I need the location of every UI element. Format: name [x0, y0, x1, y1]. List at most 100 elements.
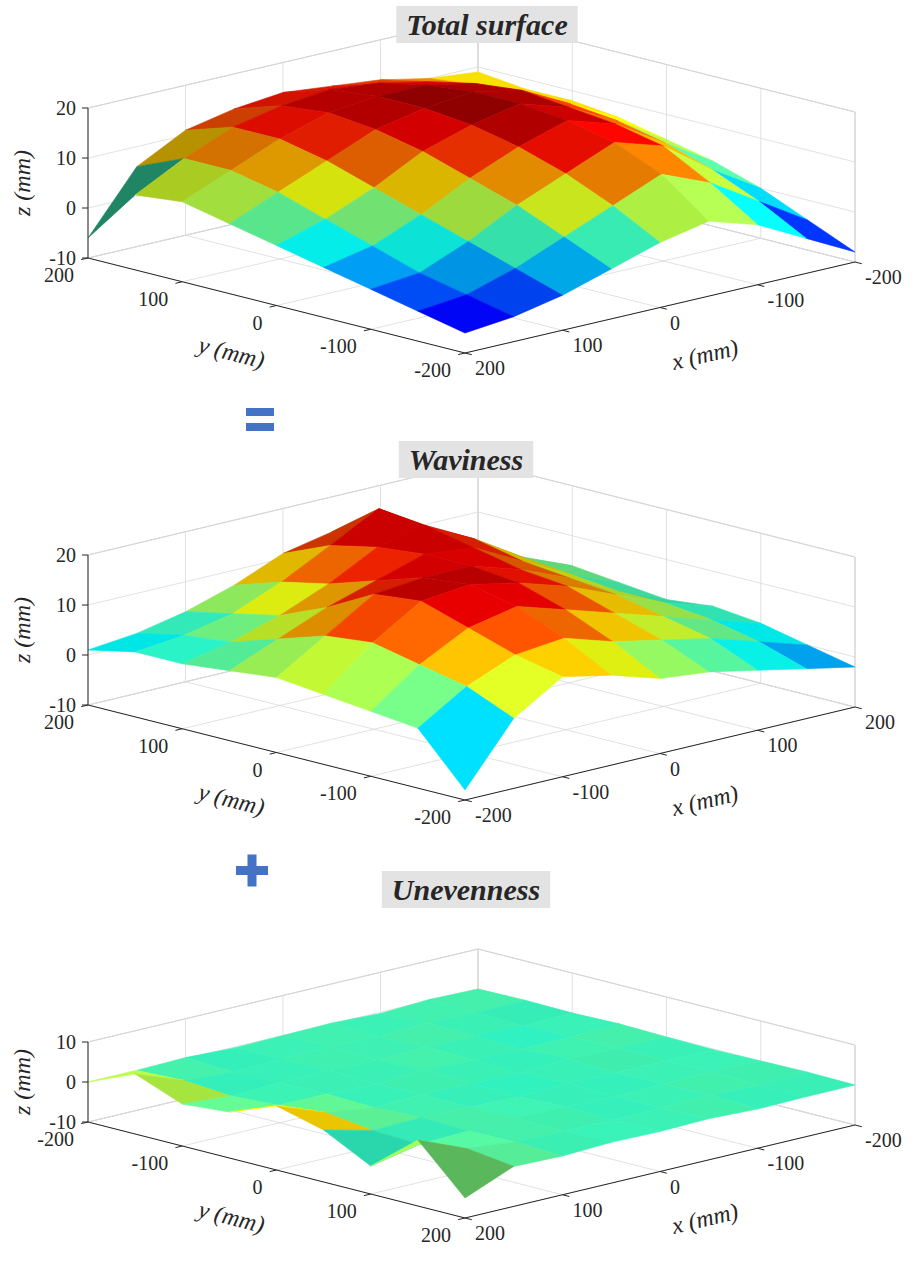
x-axis-line	[465, 262, 855, 353]
y-tick-label: -100	[320, 782, 357, 804]
z-tick-label: -10	[49, 247, 76, 269]
grid-line	[88, 108, 89, 258]
x-tick	[563, 330, 570, 332]
y-axis-line	[88, 258, 465, 353]
box-edge	[855, 112, 856, 262]
title-box	[399, 441, 533, 478]
z-tick-label: 10	[56, 147, 76, 169]
box-edge	[855, 557, 856, 707]
y-tick-label: 0	[253, 312, 263, 334]
y-tick-label: 100	[138, 288, 168, 310]
z-tick-label: 0	[66, 197, 76, 219]
z-tick	[82, 655, 88, 656]
x-tick-label: -200	[865, 266, 902, 288]
y-tick	[175, 1146, 182, 1148]
z-tick-label: -10	[49, 694, 76, 716]
z-tick	[82, 605, 88, 606]
plus-bar	[248, 855, 257, 887]
x-tick-label: -100	[768, 1152, 805, 1174]
z-tick	[82, 258, 88, 259]
y-axis-title: y (mm)	[194, 1196, 268, 1238]
z-tick	[82, 208, 88, 209]
panel-title: Total surface	[406, 8, 567, 41]
grid-line	[465, 707, 855, 800]
grid	[88, 949, 855, 1218]
x-tick	[660, 308, 667, 310]
y-axis-line	[88, 705, 465, 800]
z-tick-label: 10	[56, 594, 76, 616]
y-tick	[270, 1170, 277, 1172]
grid-line	[88, 949, 855, 1045]
z-tick-label: 0	[66, 644, 76, 666]
z-tick-label: 0	[66, 1071, 76, 1093]
y-tick	[364, 1194, 371, 1196]
y-tick	[458, 1218, 465, 1220]
x-tick	[563, 1195, 570, 1197]
axes: -200-1000100200-200-1000100200-10010y (m…	[9, 1031, 902, 1246]
x-tick-label: 0	[670, 758, 680, 780]
z-axis-title: z (mm)	[9, 150, 35, 217]
x-axis-title: x (mm)	[668, 334, 740, 375]
y-tick	[364, 776, 371, 778]
z-tick-label: 10	[56, 1031, 76, 1053]
x-tick	[660, 1172, 667, 1174]
panel: -200-1000100200-200-1000100200-10010y (m…	[9, 871, 902, 1246]
grid-line	[465, 262, 855, 353]
y-tick-label: -200	[414, 806, 451, 828]
x-tick-label: 100	[573, 334, 603, 356]
x-tick	[758, 1148, 765, 1150]
box	[88, 17, 855, 262]
z-tick	[82, 555, 88, 556]
y-tick-label: 0	[253, 759, 263, 781]
z-tick	[82, 1042, 88, 1043]
z-axis-title: z (mm)	[9, 1049, 35, 1116]
x-tick	[758, 730, 765, 732]
title-box	[382, 871, 550, 908]
title-group: Waviness	[399, 441, 533, 478]
y-tick	[270, 306, 277, 308]
z-axis-title: z (mm)	[9, 597, 35, 664]
z-tick	[82, 1122, 88, 1123]
z-tick	[82, 108, 88, 109]
x-tick-label: -200	[475, 804, 512, 826]
y-tick-label: 0	[253, 1176, 263, 1198]
grid-line	[855, 557, 856, 707]
panel-title: Waviness	[409, 443, 523, 476]
axes: -200-1000100200-200-1000100200-1001020y …	[9, 97, 902, 381]
x-tick	[465, 1218, 472, 1220]
x-tick-label: 200	[475, 357, 505, 379]
x-tick-label: -100	[768, 289, 805, 311]
grid-line	[88, 989, 855, 1085]
y-tick	[81, 1122, 88, 1124]
surface	[88, 72, 855, 333]
x-tick-label: 100	[573, 1199, 603, 1221]
z-tick-label: 20	[56, 97, 76, 119]
title-group: Unevenness	[382, 871, 550, 908]
x-tick-label: -200	[865, 1129, 902, 1151]
x-tick	[855, 707, 862, 709]
y-axis-title: y (mm)	[194, 331, 268, 373]
y-axis-line	[88, 1122, 465, 1218]
x-tick-label: 200	[865, 711, 895, 733]
y-axis-title: y (mm)	[194, 778, 268, 820]
surface-cell	[182, 1096, 278, 1112]
y-tick	[175, 282, 182, 284]
surface	[88, 989, 855, 1198]
y-tick	[364, 329, 371, 331]
x-axis-title: x (mm)	[668, 1198, 740, 1239]
x-tick-label: 100	[768, 734, 798, 756]
x-tick-label: -100	[573, 781, 610, 803]
panel-title: Unevenness	[392, 873, 540, 906]
panel: -200-1000100200-200-1000100200-1001020y …	[9, 6, 902, 381]
y-tick-label: -100	[320, 335, 357, 357]
y-tick-label: -200	[414, 359, 451, 381]
title-box	[396, 6, 577, 43]
z-tick	[82, 158, 88, 159]
surface-cell	[418, 1140, 514, 1198]
z-tick	[82, 705, 88, 706]
box	[88, 949, 855, 1125]
y-tick-label: -100	[132, 1152, 169, 1174]
x-tick-label: 200	[475, 1222, 505, 1244]
x-tick	[855, 1125, 862, 1127]
z-axis-line	[88, 555, 89, 705]
